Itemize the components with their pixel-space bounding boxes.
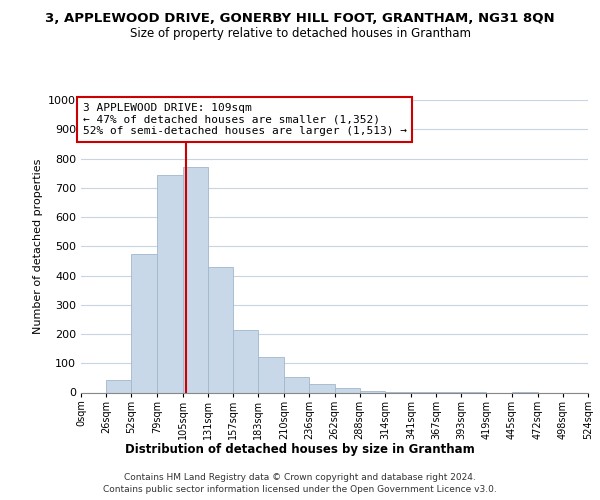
Bar [182, 168, 208, 392]
Bar [335, 388, 359, 392]
Text: Size of property relative to detached houses in Grantham: Size of property relative to detached ho… [130, 28, 470, 40]
Text: 3, APPLEWOOD DRIVE, GONERBY HILL FOOT, GRANTHAM, NG31 8QN: 3, APPLEWOOD DRIVE, GONERBY HILL FOOT, G… [45, 12, 555, 26]
Text: Contains HM Land Registry data © Crown copyright and database right 2024.: Contains HM Land Registry data © Crown c… [124, 472, 476, 482]
Bar [359, 391, 385, 392]
Y-axis label: Number of detached properties: Number of detached properties [32, 158, 43, 334]
Bar [106, 380, 131, 392]
Bar [131, 254, 157, 392]
Bar [310, 384, 335, 392]
Bar [258, 357, 284, 392]
Bar [208, 268, 233, 392]
Text: Distribution of detached houses by size in Grantham: Distribution of detached houses by size … [125, 442, 475, 456]
Bar [157, 174, 182, 392]
Text: Contains public sector information licensed under the Open Government Licence v3: Contains public sector information licen… [103, 485, 497, 494]
Text: 3 APPLEWOOD DRIVE: 109sqm
← 47% of detached houses are smaller (1,352)
52% of se: 3 APPLEWOOD DRIVE: 109sqm ← 47% of detac… [83, 103, 407, 136]
Bar [284, 378, 310, 392]
Bar [233, 330, 258, 392]
